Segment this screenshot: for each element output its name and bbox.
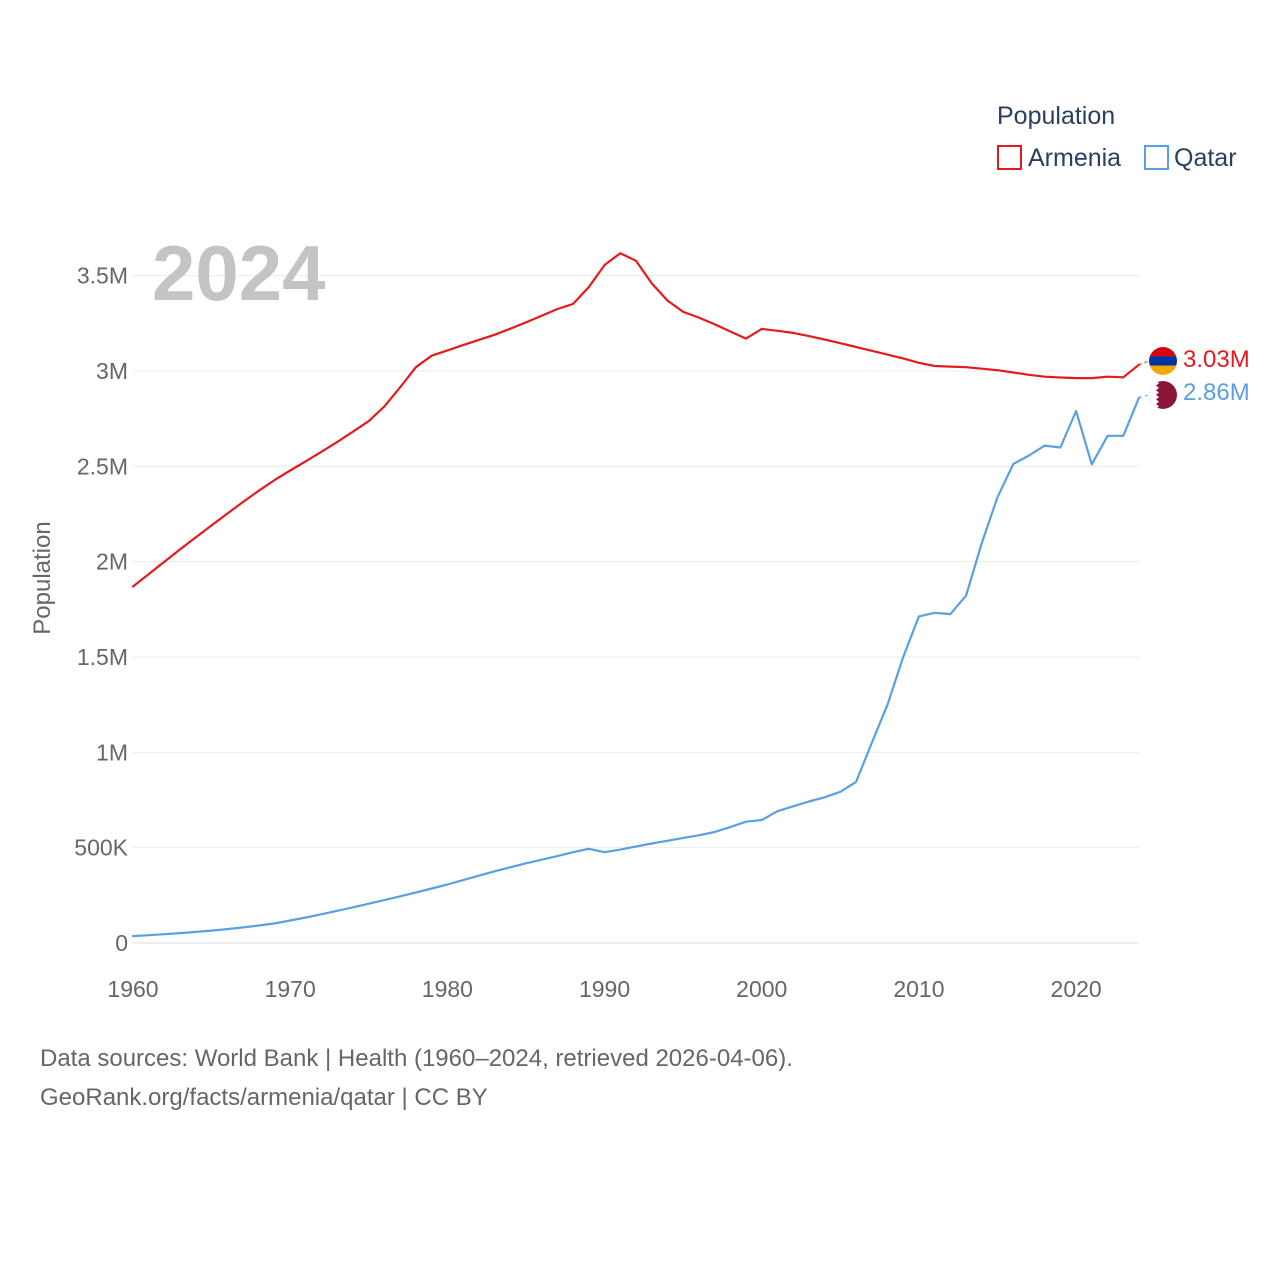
y-tick-label: 1M <box>96 739 128 765</box>
x-tick-label: 1990 <box>579 976 630 1002</box>
y-axis-title: Population <box>29 521 56 634</box>
y-tick-label: 1.5M <box>77 644 128 670</box>
series-line-qatar <box>131 396 1141 938</box>
legend-swatch-qatar <box>1144 145 1169 170</box>
x-tick-label: 1980 <box>422 976 473 1002</box>
source-note: Data sources: World Bank | Health (1960–… <box>40 1045 793 1072</box>
y-axis: 0 500K 1M 1.5M 2M 2.5M 3M 3.5M <box>74 263 128 956</box>
y-tick-label: 2.5M <box>77 453 128 479</box>
end-connector-qatar <box>1138 394 1150 399</box>
y-tick-label: 3.5M <box>77 263 128 289</box>
legend-item-qatar[interactable]: Qatar <box>1144 144 1237 172</box>
x-tick-label: 2000 <box>736 976 787 1002</box>
end-label-armenia: 3.03M <box>1183 346 1250 373</box>
y-tick-label: 2M <box>96 549 128 575</box>
x-tick-label: 2010 <box>893 976 944 1002</box>
legend-swatch-armenia <box>997 145 1022 170</box>
legend-item-armenia[interactable]: Armenia <box>997 144 1121 172</box>
legend-label-qatar: Qatar <box>1174 144 1237 172</box>
end-label-qatar: 2.86M <box>1183 379 1250 406</box>
armenia-flag-icon <box>1149 347 1177 375</box>
legend-title: Population <box>997 102 1115 130</box>
x-axis: 1960 1970 1980 1990 2000 2010 2020 <box>107 976 1101 1002</box>
grid <box>133 275 1139 944</box>
legend-label-armenia: Armenia <box>1028 144 1121 172</box>
x-tick-label: 2020 <box>1051 976 1102 1002</box>
source-link[interactable]: GeoRank.org/facts/armenia/qatar | CC BY <box>40 1084 488 1111</box>
qatar-flag-icon <box>1149 381 1177 409</box>
y-tick-label: 0 <box>115 930 128 956</box>
series-line-armenia <box>131 252 1141 588</box>
end-connector-armenia <box>1138 360 1150 366</box>
y-tick-label: 3M <box>96 358 128 384</box>
series <box>131 252 1150 938</box>
x-tick-label: 1970 <box>265 976 316 1002</box>
year-label: 2024 <box>152 229 326 317</box>
legend: Population Armenia Qatar <box>997 102 1237 172</box>
x-tick-label: 1960 <box>107 976 158 1002</box>
y-tick-label: 500K <box>74 835 128 861</box>
